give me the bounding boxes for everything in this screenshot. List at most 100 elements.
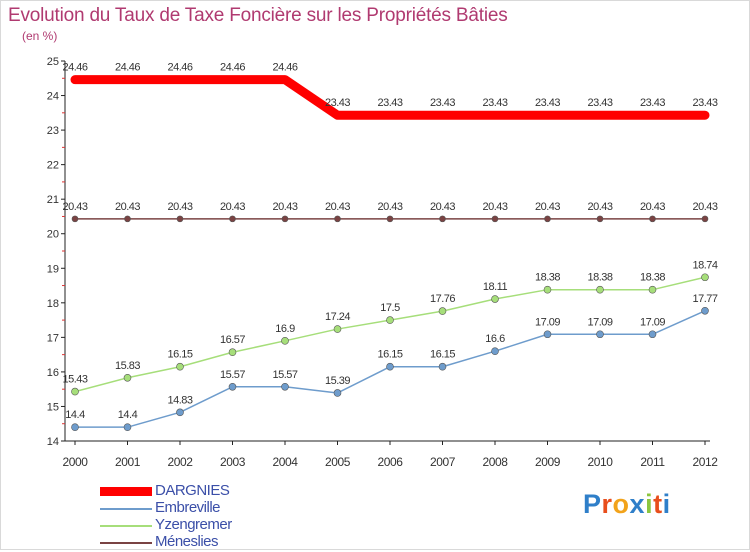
data-label-meneslies: 20.43 (167, 201, 192, 213)
data-label-yzengremer: 16.15 (167, 349, 192, 361)
data-label-meneslies: 20.43 (325, 201, 350, 213)
data-point-embreville (71, 423, 79, 431)
data-label-meneslies: 20.43 (430, 201, 455, 213)
data-point-yzengremer (543, 285, 552, 294)
data-point-embreville (648, 330, 657, 339)
data-label-meneslies: 20.43 (115, 201, 140, 213)
y-tick-label: 23 (47, 125, 59, 137)
y-tick-label: 15 (47, 401, 59, 413)
data-label-dargnies: 24.46 (220, 62, 245, 74)
data-point-yzengremer (491, 295, 499, 303)
y-tick-label: 25 (47, 56, 59, 68)
chart-title: Evolution du Taux de Taxe Foncière sur l… (8, 5, 508, 26)
data-label-yzengremer: 18.11 (483, 281, 508, 293)
data-point-meneslies (701, 215, 709, 223)
x-tick-label: 2010 (587, 455, 613, 469)
data-point-embreville (281, 382, 289, 391)
data-label-embreville: 17.77 (692, 293, 717, 305)
y-tick-label: 17 (47, 332, 59, 344)
data-label-meneslies: 20.43 (640, 201, 665, 213)
data-point-yzengremer (176, 362, 184, 371)
data-label-yzengremer: 16.9 (275, 323, 295, 335)
data-point-embreville (228, 382, 237, 391)
data-label-embreville: 14.4 (65, 409, 85, 421)
legend-label-dargnies: DARGNIES (155, 482, 230, 499)
data-point-meneslies (439, 215, 446, 223)
data-label-dargnies: 24.46 (272, 62, 297, 74)
data-label-dargnies: 23.43 (692, 97, 717, 109)
x-tick-label: 2003 (220, 455, 246, 469)
data-label-dargnies: 23.43 (430, 97, 455, 109)
x-tick-label: 2004 (272, 455, 298, 469)
data-label-embreville: 15.57 (220, 369, 245, 381)
data-label-yzengremer: 17.24 (325, 311, 350, 323)
logo-letter: r (601, 489, 613, 519)
data-point-meneslies (334, 215, 341, 223)
data-point-embreville (123, 423, 132, 431)
data-label-embreville: 17.09 (587, 316, 612, 328)
data-point-yzengremer (71, 387, 79, 396)
data-point-meneslies (544, 215, 551, 223)
data-label-yzengremer: 17.5 (380, 302, 400, 314)
unit-label: (en %) (22, 29, 58, 43)
data-point-embreville (438, 362, 447, 371)
data-point-meneslies (596, 215, 604, 223)
data-label-embreville: 15.39 (325, 375, 350, 387)
data-point-meneslies (71, 215, 79, 223)
logo-letter: i (645, 489, 654, 519)
data-point-meneslies (386, 215, 394, 223)
logo-letter: o (612, 489, 630, 519)
data-point-embreville (176, 408, 184, 417)
data-point-yzengremer (596, 285, 604, 294)
x-tick-label: 2009 (535, 455, 561, 469)
data-label-dargnies: 23.43 (640, 97, 665, 109)
data-point-embreville (491, 347, 499, 355)
data-label-embreville: 16.15 (430, 349, 455, 361)
legend-label-meneslies: Méneslies (155, 533, 219, 550)
data-point-embreville (333, 389, 342, 397)
x-tick-label: 2001 (115, 455, 141, 469)
y-tick-label: 16 (47, 367, 59, 379)
data-point-yzengremer (648, 285, 657, 294)
data-point-embreville (701, 306, 709, 315)
data-label-dargnies: 24.46 (167, 62, 192, 74)
y-tick-label: 14 (47, 436, 59, 448)
data-label-dargnies: 24.46 (115, 62, 140, 74)
data-label-embreville: 14.83 (167, 394, 192, 406)
data-label-yzengremer: 18.74 (692, 259, 717, 271)
legend-swatch-embreville (100, 508, 152, 510)
data-label-meneslies: 20.43 (482, 201, 507, 213)
data-label-meneslies: 20.43 (272, 201, 297, 213)
y-tick-label: 18 (47, 298, 59, 310)
data-point-yzengremer (333, 325, 342, 333)
data-point-yzengremer (386, 316, 394, 324)
x-tick-label: 2012 (692, 455, 718, 469)
data-label-yzengremer: 18.38 (640, 272, 665, 284)
y-tick-label: 20 (47, 229, 59, 241)
data-label-yzengremer: 15.43 (62, 374, 87, 386)
data-label-yzengremer: 17.76 (430, 293, 455, 305)
data-label-meneslies: 20.43 (377, 201, 402, 213)
data-label-embreville: 16.6 (485, 333, 505, 345)
data-point-yzengremer (281, 337, 289, 345)
data-label-yzengremer: 18.38 (587, 272, 612, 284)
data-point-embreville (596, 330, 604, 339)
data-label-yzengremer: 16.57 (220, 334, 245, 346)
data-label-dargnies: 23.43 (325, 97, 350, 109)
y-tick-label: 22 (47, 160, 59, 172)
x-tick-label: 2011 (640, 455, 665, 469)
data-point-meneslies (229, 215, 236, 223)
legend-swatch-yzengremer (100, 525, 152, 527)
proxiti-logo: Proxiti (583, 489, 671, 520)
legend-swatch-dargnies (100, 487, 152, 496)
data-label-dargnies: 23.43 (377, 97, 402, 109)
data-label-yzengremer: 15.83 (115, 360, 140, 372)
logo-letter: x (629, 489, 646, 519)
data-label-meneslies: 20.43 (535, 201, 560, 213)
y-tick-label: 19 (47, 263, 59, 275)
data-label-embreville: 16.15 (377, 349, 402, 361)
x-tick-label: 2006 (377, 455, 403, 469)
legend-label-yzengremer: Yzengremer (155, 516, 232, 533)
legend-swatch-meneslies (100, 542, 152, 544)
x-tick-label: 2007 (430, 455, 456, 469)
